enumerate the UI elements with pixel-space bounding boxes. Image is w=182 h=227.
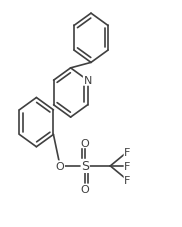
Text: F: F xyxy=(124,161,131,171)
Text: O: O xyxy=(81,184,90,194)
Text: O: O xyxy=(56,161,64,171)
Text: F: F xyxy=(124,175,131,185)
Text: N: N xyxy=(84,76,92,86)
Text: S: S xyxy=(81,160,89,173)
Text: O: O xyxy=(81,138,90,148)
Text: F: F xyxy=(124,147,131,157)
